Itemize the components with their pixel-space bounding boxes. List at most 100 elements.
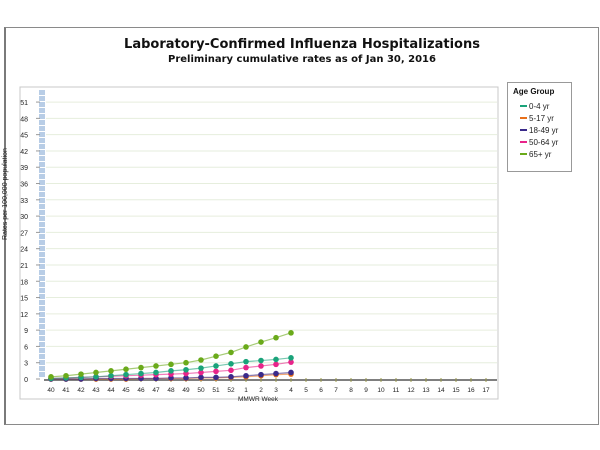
data-point[interactable] — [108, 372, 114, 379]
legend-item[interactable]: 65+ yr — [508, 148, 571, 160]
x-tick-label: 44 — [107, 387, 115, 394]
data-point[interactable] — [168, 368, 174, 374]
data-point[interactable] — [198, 374, 204, 381]
data-point[interactable] — [258, 339, 264, 345]
data-point[interactable] — [48, 374, 54, 380]
data-point[interactable] — [63, 372, 69, 379]
x-tick-label: 48 — [167, 387, 175, 394]
data-point[interactable] — [183, 366, 189, 373]
y-axis-bar — [39, 252, 45, 257]
x-tick-label: 49 — [182, 387, 190, 394]
y-axis-bar — [39, 90, 45, 95]
y-tick-label: 15 — [20, 296, 28, 303]
data-point[interactable] — [138, 364, 144, 371]
data-point[interactable] — [183, 375, 189, 381]
data-point[interactable] — [93, 369, 99, 376]
data-point[interactable] — [168, 361, 174, 368]
plot-border — [19, 86, 499, 400]
y-axis-bar — [39, 354, 45, 359]
y-tick-label: 39 — [20, 165, 28, 172]
y-axis-bar — [39, 114, 45, 119]
x-tick-label: 6 — [319, 387, 323, 394]
y-axis-bar — [39, 210, 45, 215]
x-tick-label: 50 — [197, 387, 205, 394]
y-tick-label: 18 — [20, 279, 28, 286]
data-point[interactable] — [288, 369, 294, 376]
y-axis-bar — [39, 180, 45, 185]
y-axis-bar — [39, 150, 45, 155]
x-tick-label: 4 — [289, 387, 293, 394]
y-axis-bar — [39, 186, 45, 191]
x-tick-label: 10 — [377, 387, 385, 394]
data-point[interactable] — [228, 360, 234, 367]
x-tick-label: 47 — [152, 387, 160, 394]
x-tick-label: 16 — [467, 387, 475, 394]
data-point[interactable] — [108, 368, 114, 374]
data-point[interactable] — [243, 344, 249, 350]
data-point[interactable] — [183, 359, 189, 366]
data-point[interactable] — [123, 366, 129, 373]
y-tick-label: 24 — [20, 247, 28, 254]
data-point[interactable] — [93, 374, 99, 380]
legend-item[interactable]: 0-4 yr — [508, 100, 571, 112]
data-point[interactable] — [258, 363, 264, 369]
data-point[interactable] — [258, 357, 264, 364]
data-point[interactable] — [243, 358, 249, 365]
data-point[interactable] — [153, 369, 159, 376]
data-point[interactable] — [198, 369, 204, 376]
data-point[interactable] — [288, 330, 294, 336]
legend-item[interactable]: 50-64 yr — [508, 136, 571, 148]
data-point[interactable] — [273, 356, 279, 363]
data-point[interactable] — [213, 374, 219, 381]
data-point[interactable] — [243, 372, 249, 379]
data-point[interactable] — [273, 334, 279, 341]
data-point[interactable] — [213, 363, 219, 369]
data-point[interactable] — [138, 370, 144, 377]
data-point[interactable] — [123, 371, 129, 378]
y-tick-label: 9 — [24, 328, 28, 335]
data-point[interactable] — [273, 370, 279, 377]
legend-item[interactable]: 18-49 yr — [508, 124, 571, 136]
x-tick-label: 15 — [452, 387, 460, 394]
y-axis-bar — [39, 120, 45, 125]
x-tick-label: 46 — [137, 387, 145, 394]
y-axis-bar — [39, 276, 45, 281]
legend-item[interactable]: 5-17 yr — [508, 112, 571, 124]
data-point[interactable] — [78, 371, 84, 377]
x-tick-label: 9 — [364, 387, 368, 394]
x-tick-label: 42 — [77, 387, 85, 394]
y-axis-bar — [39, 348, 45, 353]
data-point[interactable] — [153, 363, 159, 369]
x-tick-label: 17 — [482, 387, 490, 394]
y-axis-bar — [39, 162, 45, 167]
data-point[interactable] — [243, 364, 249, 371]
y-axis-bar — [39, 324, 45, 329]
data-point[interactable] — [288, 355, 294, 361]
data-point[interactable] — [228, 349, 234, 356]
x-axis-label: MMWR Week — [238, 396, 279, 403]
data-point[interactable] — [198, 365, 204, 371]
legend-label: 18-49 yr — [529, 125, 559, 135]
data-point[interactable] — [228, 374, 234, 380]
y-axis-bar — [39, 156, 45, 161]
y-tick-label: 12 — [20, 312, 28, 319]
data-point[interactable] — [273, 361, 279, 368]
data-point[interactable] — [258, 371, 264, 378]
y-axis-bar — [39, 306, 45, 311]
x-tick-label: 41 — [62, 387, 70, 394]
data-point[interactable] — [198, 357, 204, 363]
x-tick-label: 51 — [212, 387, 220, 394]
y-axis-bar — [39, 264, 45, 269]
chart-subtitle: Preliminary cumulative rates as of Jan 3… — [168, 54, 436, 65]
data-point[interactable] — [288, 359, 294, 365]
x-tick-label: 11 — [393, 387, 400, 394]
data-point[interactable] — [228, 367, 234, 374]
data-point[interactable] — [213, 353, 219, 359]
data-point[interactable] — [213, 368, 219, 375]
y-axis-bar — [39, 360, 45, 365]
y-tick-label: 48 — [20, 116, 28, 123]
x-tick-label: 52 — [227, 387, 235, 394]
y-axis-bar — [39, 330, 45, 335]
y-axis-bar — [39, 102, 45, 107]
y-axis-bar — [39, 246, 45, 251]
